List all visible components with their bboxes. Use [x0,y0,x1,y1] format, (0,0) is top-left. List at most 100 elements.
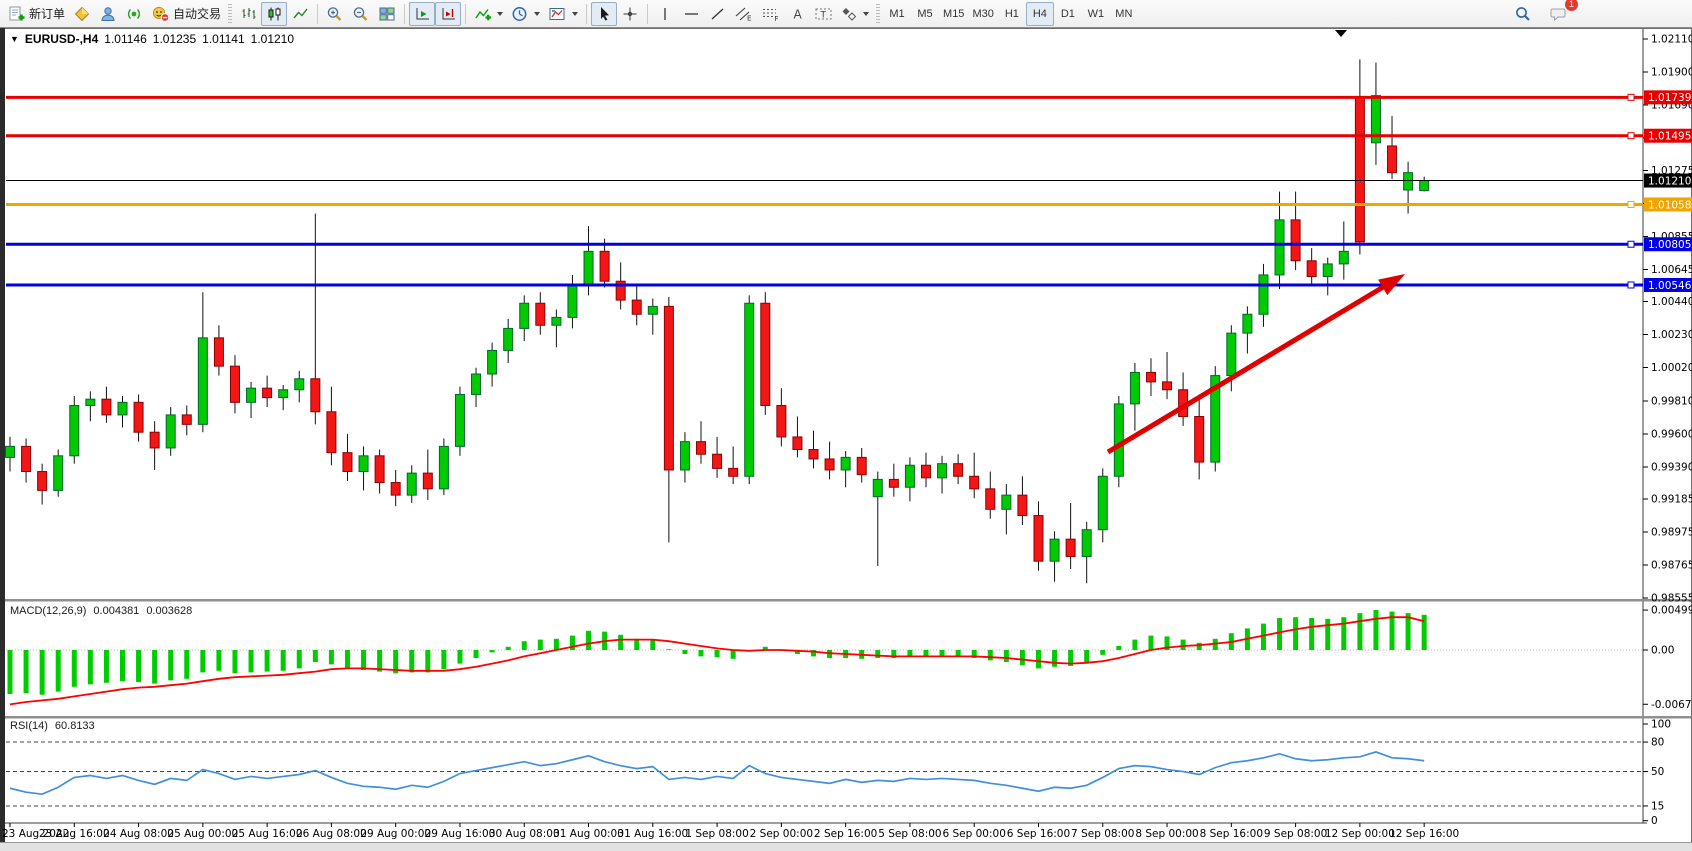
bar-chart-icon [242,7,256,19]
svg-text:0.98975: 0.98975 [1651,527,1692,539]
candlestick-chart-button[interactable] [261,1,288,26]
zoom-in-button[interactable] [322,2,348,26]
svg-text:1.01495: 1.01495 [1648,131,1691,143]
svg-text:31 Aug 16:00: 31 Aug 16:00 [617,828,688,840]
chart-close-value: 1.01210 [250,32,295,46]
templates-icon [549,7,565,20]
equidistant-channel-icon: E [735,7,751,22]
notifications-button[interactable]: 1 [1546,0,1578,26]
svg-text:1.01739: 1.01739 [1648,92,1691,104]
zoom-out-button[interactable] [348,2,374,26]
svg-text:25 Aug 00:00: 25 Aug 00:00 [167,828,238,840]
line-chart-button[interactable] [287,2,313,26]
auto-trading-button[interactable]: 自动交易 [147,2,225,26]
svg-text:1.01900: 1.01900 [1651,67,1692,79]
text-label-icon: T [815,8,832,20]
auto-scroll-button[interactable] [409,1,436,26]
macd-signal-line [9,616,1425,706]
timeframe-m1-button[interactable]: M1 [889,7,905,20]
svg-text:12 Sep 16:00: 12 Sep 16:00 [1389,828,1459,840]
chart-panels [5,29,1691,842]
eraser-icon [74,6,90,21]
templates-button[interactable] [544,2,582,26]
indicators-icon [475,8,492,20]
zoom-in-icon [327,6,342,21]
svg-text:0.98555: 0.98555 [1651,593,1692,605]
svg-text:0.99390: 0.99390 [1651,461,1692,473]
new-order-button[interactable]: 新订单 [4,2,69,26]
toolbar-separator [465,3,467,24]
shift-marker-icon[interactable] [1335,30,1347,37]
auto-scroll-icon [416,7,429,19]
svg-text:23 Aug 16:00: 23 Aug 16:00 [39,828,110,840]
svg-text:1.00020: 1.00020 [1651,362,1692,374]
periods-clock-icon [512,6,527,21]
indicators-button[interactable] [470,2,507,26]
svg-text:T: T [820,10,827,20]
rsi-line [9,750,1425,796]
trendline-icon [711,8,723,19]
templates-caret-icon [572,11,579,16]
chart-shift-button[interactable] [435,1,462,26]
fibonacci-icon: F [763,8,779,22]
svg-text:2 Sep 00:00: 2 Sep 00:00 [750,828,813,840]
svg-text:9 Sep 08:00: 9 Sep 08:00 [1264,828,1327,840]
cursor-tool-button[interactable] [591,1,618,26]
svg-text:0.004991: 0.004991 [1651,605,1692,617]
timeframe-m30-button[interactable]: M30 [972,7,994,20]
svg-text:25 Aug 16:00: 25 Aug 16:00 [232,828,303,840]
text-label-tool-button[interactable]: T [810,2,837,26]
tile-windows-button[interactable] [374,2,400,26]
profile-button[interactable] [95,2,121,26]
svg-text:31 Aug 00:00: 31 Aug 00:00 [553,828,624,840]
crosshair-tool-button[interactable] [617,2,643,26]
svg-text:23 Aug 2022: 23 Aug 2022 [2,828,69,840]
horizontal-lines: 1.01739 1.01495 1.01210 1.01058 1.00805 1.005… [6,90,1692,292]
svg-text:1.00805: 1.00805 [1648,239,1691,251]
svg-text:0.99810: 0.99810 [1651,395,1692,407]
svg-text:1 Sep 08:00: 1 Sep 08:00 [685,828,748,840]
notification-badge: 1 [1565,0,1578,11]
timeframe-h4-button[interactable]: H4 [1025,1,1054,26]
vertical-line-icon [664,7,666,20]
arrows-tool-button[interactable] [837,2,873,26]
text-tool-button[interactable]: A [784,2,810,26]
svg-text:6 Sep 16:00: 6 Sep 16:00 [1007,828,1070,840]
horizontal-line-tool-button[interactable] [678,2,704,26]
timeframe-m5-button[interactable]: M5 [917,7,933,20]
new-order-icon [9,6,25,20]
svg-text:26 Aug 08:00: 26 Aug 08:00 [296,828,367,840]
chevron-down-icon: ▼ [10,34,19,44]
svg-text:1.01210: 1.01210 [1648,175,1691,187]
candlestick-chart-icon [268,7,281,20]
equidistant-channel-tool-button[interactable]: E [730,2,757,26]
periods-button[interactable] [507,2,544,26]
line-chart-icon [292,8,308,18]
chart-symbol-period: EURUSD-,H4 [24,32,99,46]
svg-text:24 Aug 08:00: 24 Aug 08:00 [103,828,174,840]
trendline-tool-button[interactable] [704,2,730,26]
fibonacci-tool-button[interactable]: F [757,2,784,26]
vertical-line-tool-button[interactable] [652,2,678,26]
svg-text:30 Aug 08:00: 30 Aug 08:00 [489,828,560,840]
svg-text:0: 0 [1651,815,1658,827]
bar-chart-button[interactable] [235,2,261,26]
search-button[interactable] [1510,2,1536,26]
toolbar-separator [586,3,588,24]
trend-arrow[interactable] [1106,274,1405,455]
timeframe-h1-button[interactable]: H1 [1004,7,1019,20]
timeframe-mn-button[interactable]: MN [1115,7,1133,20]
horizontal-line-icon [684,12,698,15]
svg-text:0.99185: 0.99185 [1651,494,1692,506]
signals-button[interactable] [121,2,147,26]
svg-text:1.00645: 1.00645 [1651,264,1692,276]
svg-text:1.00440: 1.00440 [1651,296,1692,308]
timeframe-d1-button[interactable]: D1 [1060,7,1075,20]
eraser-button[interactable] [69,2,95,26]
indicators-caret-icon [497,11,504,16]
new-order-label: 新订单 [29,7,66,21]
timeframe-m15-button[interactable]: M15 [943,7,965,20]
timeframe-w1-button[interactable]: W1 [1087,7,1105,20]
